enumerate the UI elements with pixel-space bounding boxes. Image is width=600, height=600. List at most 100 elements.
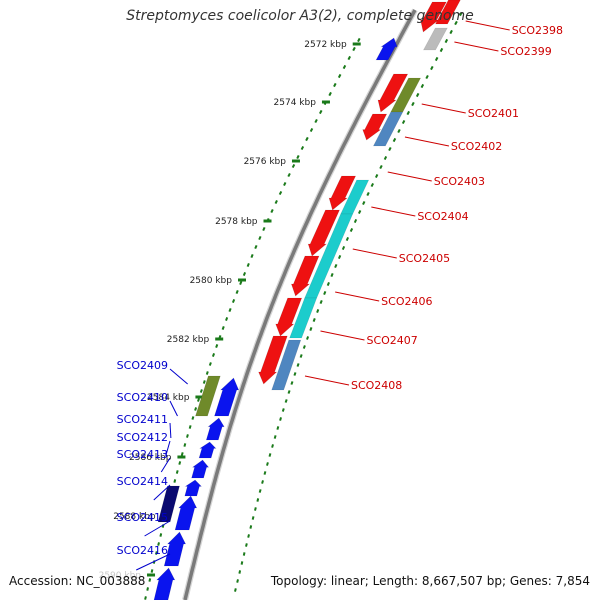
forward-track-tick (254, 507, 257, 511)
forward-track-tick (392, 137, 397, 143)
reverse-gene-leader (136, 553, 171, 571)
forward-track-tick (370, 182, 374, 188)
scale-track-tick (278, 190, 283, 196)
forward-track-tick (357, 209, 362, 215)
forward-track-tick (374, 173, 379, 179)
forward-track-tick (383, 155, 388, 161)
forward-track-tick (249, 525, 253, 529)
forward-track-tick (287, 390, 291, 394)
forward-track-tick (425, 74, 429, 80)
scale-track-tick (258, 235, 262, 241)
reverse-gene-label: SCO2411 (117, 413, 168, 426)
reverse-gene-label: SCO2410 (117, 391, 168, 404)
forward-track-tick (281, 408, 285, 412)
forward-track-tick (401, 119, 406, 125)
scale-track-tick (305, 136, 309, 142)
forward-gene-leader (404, 136, 450, 147)
scale-track-tick (319, 109, 323, 115)
scale-track-tick (215, 344, 219, 348)
accession-label: Accession: NC_003888 (9, 574, 146, 588)
reverse-gene-arrow (375, 37, 398, 61)
scale-label: 2586 kbp (129, 453, 172, 463)
scale-track-tick (205, 371, 209, 375)
scale-track-tick (183, 443, 187, 447)
scale-track-tick (155, 551, 158, 555)
forward-gene-leader (465, 20, 510, 31)
forward-track-tick (240, 561, 244, 565)
scale-track-tick (309, 127, 314, 133)
scale-track-tick (300, 145, 305, 151)
scale-track-tick (231, 299, 236, 303)
forward-track-tick (312, 318, 316, 322)
forward-gene-leader (421, 103, 466, 114)
scale-label: 2580 kbp (190, 276, 233, 286)
reverse-gene-arrow (184, 479, 203, 497)
scale-track-tick (180, 452, 184, 456)
forward-track-tick (420, 83, 425, 89)
forward-gene-arrow (377, 73, 409, 113)
scale-track-tick (250, 254, 254, 258)
forward-track-tick (434, 56, 439, 62)
forward-gene-box (422, 27, 448, 51)
forward-track-tick (430, 65, 434, 71)
scale-track-tick (148, 578, 152, 582)
scale-track-tick (246, 263, 250, 267)
forward-gene-arrow (290, 255, 320, 297)
scale-track-tick (352, 46, 356, 52)
forward-track-tick (345, 236, 350, 242)
reverse-gene-label: SCO2414 (117, 475, 168, 488)
topology-label: Topology: linear; Length: 8,667,507 bp; … (270, 574, 590, 588)
reverse-gene-arrow (214, 377, 240, 417)
scale-label: 2578 kbp (215, 217, 258, 227)
forward-track-tick (411, 101, 415, 107)
forward-gene-leader (320, 330, 365, 341)
forward-track-tick (242, 552, 246, 556)
scale-track-tick (296, 154, 300, 160)
scale-track-tick (270, 208, 274, 214)
scale-track-tick (291, 163, 296, 169)
reverse-gene-label: SCO2409 (117, 359, 168, 372)
scale-track-tick (157, 542, 160, 546)
scale-track-tick (242, 272, 247, 276)
forward-track-tick (247, 534, 250, 538)
forward-gene-arrow (420, 1, 447, 33)
forward-gene-label: SCO2408 (351, 379, 402, 392)
scale-track-tick (314, 118, 318, 124)
forward-track-tick (349, 227, 354, 233)
scale-track-tick (235, 290, 239, 294)
scale-track-tick (328, 91, 332, 97)
scale-track-tick (188, 425, 192, 429)
forward-track-tick (261, 480, 264, 484)
forward-track-tick (234, 588, 237, 592)
forward-gene-arrow (328, 175, 357, 211)
scale-track-tick (186, 434, 189, 438)
forward-track-tick (330, 273, 334, 277)
scale-track-tick (178, 461, 182, 465)
forward-track-tick (309, 327, 313, 331)
forward-track-tick (256, 498, 260, 502)
scale-track-tick (283, 181, 287, 187)
forward-track-tick (268, 453, 272, 457)
reverse-gene-leader (169, 400, 178, 417)
reverse-gene-arrow (153, 567, 176, 600)
forward-track-tick (299, 354, 303, 358)
forward-track-tick (449, 29, 453, 35)
forward-gene-box (289, 297, 318, 339)
forward-gene-label: SCO2405 (399, 252, 450, 265)
forward-track-tick (341, 245, 346, 251)
forward-gene-label: SCO2399 (500, 45, 551, 58)
reverse-gene-arrow (191, 459, 210, 479)
forward-track-tick (251, 516, 255, 520)
forward-track-tick (293, 372, 297, 376)
scale-label: 2572 kbp (304, 40, 347, 50)
scale-track-tick (333, 82, 337, 88)
reverse-gene-leader (169, 422, 172, 439)
scale-track-tick (144, 596, 147, 600)
scale-track-tick (202, 380, 206, 384)
scale-track-tick (197, 398, 200, 402)
scale-track-tick (211, 353, 216, 357)
forward-gene-arrow (307, 209, 340, 257)
reverse-gene-arrow (174, 495, 198, 531)
forward-gene-arrow (275, 297, 303, 337)
forward-track-tick (276, 426, 280, 430)
